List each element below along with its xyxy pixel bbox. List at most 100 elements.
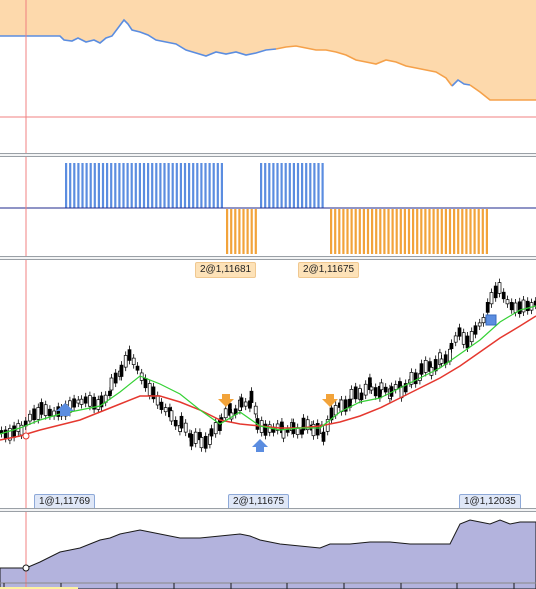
- candle-body: [369, 386, 374, 391]
- pane-splitter[interactable]: [0, 256, 536, 260]
- equity-pane[interactable]: [0, 0, 536, 153]
- position-bar: [260, 163, 263, 208]
- signal-tag[interactable]: 1@1,11769: [34, 494, 96, 508]
- position-bar: [375, 209, 378, 254]
- position-bar: [342, 209, 345, 254]
- position-bar: [114, 163, 117, 208]
- candle-body: [477, 322, 482, 327]
- position-bar: [321, 163, 324, 208]
- position-bar: [358, 209, 361, 254]
- cursor-point: [22, 564, 30, 572]
- position-bar: [234, 209, 237, 254]
- candle-body: [329, 407, 334, 421]
- moving-average-fast: [0, 305, 536, 435]
- pane-splitter[interactable]: [0, 508, 536, 512]
- position-bar: [167, 163, 170, 208]
- signal-tag[interactable]: 2@1,11675: [298, 262, 360, 278]
- candle-body: [249, 390, 254, 403]
- candle-body: [189, 433, 194, 447]
- position-bar: [138, 163, 141, 208]
- position-bar: [110, 163, 113, 208]
- candle-body: [79, 398, 84, 405]
- candle-body: [379, 382, 384, 391]
- candle-body: [253, 405, 258, 415]
- candle-body: [383, 386, 388, 393]
- equity-line-orange: [275, 45, 453, 87]
- position-bar: [204, 163, 207, 208]
- position-bar: [81, 163, 84, 208]
- candle-body: [521, 299, 526, 313]
- indicator-area: [0, 519, 536, 589]
- signal-tag[interactable]: 2@1,11681: [195, 262, 257, 278]
- position-bar: [73, 163, 76, 208]
- indicator-pane[interactable]: [0, 512, 536, 589]
- candle-body: [473, 325, 478, 335]
- position-bar: [151, 163, 154, 208]
- candle-body: [169, 410, 174, 422]
- candle-body: [113, 372, 118, 384]
- equity-line-blue: [0, 18, 277, 57]
- position-bar: [412, 209, 415, 254]
- position-bar: [163, 163, 166, 208]
- candle-body: [32, 408, 36, 421]
- position-bar: [97, 163, 100, 208]
- candle-body: [509, 302, 514, 311]
- position-bar: [481, 209, 484, 254]
- candle-body: [349, 389, 354, 400]
- candle-body: [143, 377, 148, 389]
- candle-body: [131, 357, 136, 365]
- candle-body: [453, 335, 458, 343]
- position-bar: [159, 163, 162, 208]
- signal-tag[interactable]: 1@1,12035: [459, 494, 521, 508]
- position-bar: [407, 209, 411, 254]
- price-pane[interactable]: 2@1,11681 2@1,11675 1@1,11769 2@1,11675 …: [0, 260, 536, 508]
- candle-body: [461, 332, 466, 345]
- pane-splitter[interactable]: [0, 153, 536, 157]
- candle-body: [119, 364, 124, 377]
- position-bar: [272, 163, 275, 208]
- position-bar: [371, 209, 374, 254]
- candle-body: [209, 428, 214, 437]
- position-pane[interactable]: [0, 157, 536, 256]
- candle-body: [135, 365, 140, 371]
- position-bar: [473, 209, 476, 254]
- position-bar: [436, 209, 439, 254]
- position-bar: [448, 209, 452, 254]
- position-bar: [465, 209, 468, 254]
- candle-body: [108, 390, 112, 397]
- candle-body: [127, 349, 132, 361]
- position-bar: [399, 209, 402, 254]
- position-bar: [469, 209, 472, 254]
- position-bar: [334, 209, 337, 254]
- candle-body: [159, 401, 164, 410]
- position-bar: [183, 163, 187, 208]
- candle-body: [213, 422, 218, 435]
- candle-body: [497, 282, 502, 294]
- candle-body: [12, 425, 16, 438]
- position-bar: [208, 163, 211, 208]
- candle-body: [321, 431, 326, 442]
- position-bar: [250, 209, 253, 254]
- candlestick-series: [0, 278, 536, 453]
- candle-body: [517, 301, 522, 315]
- position-bar: [122, 163, 125, 208]
- candle-body: [409, 372, 414, 385]
- position-bar: [77, 163, 80, 208]
- position-bar: [126, 163, 129, 208]
- cursor-point: [22, 432, 30, 440]
- candle-body: [305, 419, 310, 431]
- signal-tag[interactable]: 2@1,11675: [228, 494, 290, 508]
- position-bar: [212, 163, 215, 208]
- position-bar: [147, 163, 150, 208]
- position-bar: [155, 163, 158, 208]
- position-bar: [142, 163, 146, 208]
- position-bar: [354, 209, 357, 254]
- equity-chart: [0, 0, 536, 153]
- candle-body: [485, 301, 490, 313]
- position-bar: [101, 163, 105, 208]
- position-bar: [330, 209, 333, 254]
- candle-body: [448, 348, 452, 362]
- candle-body: [88, 395, 92, 407]
- position-bar: [118, 163, 121, 208]
- position-bar: [89, 163, 92, 208]
